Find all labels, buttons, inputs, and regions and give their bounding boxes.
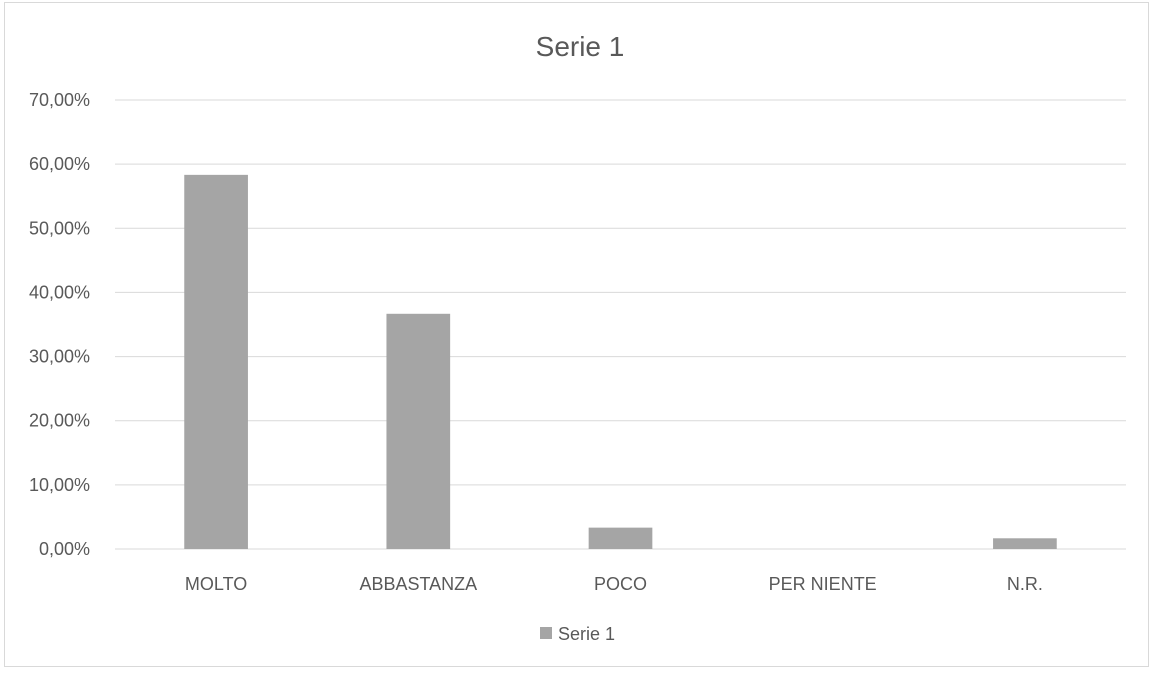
gridlines (115, 99, 1126, 550)
y-tick-label: 20,00% (29, 411, 90, 431)
x-category-label: PER NIENTE (769, 574, 877, 594)
y-tick-label: 50,00% (29, 218, 90, 238)
y-tick-label: 10,00% (29, 475, 90, 495)
x-category-label: MOLTO (185, 574, 247, 594)
y-tick-label: 40,00% (29, 282, 90, 302)
legend-label: Serie 1 (558, 624, 615, 644)
x-category-label: N.R. (1007, 574, 1043, 594)
legend-swatch (540, 627, 552, 639)
legend: Serie 1 (540, 624, 615, 644)
bar (588, 527, 653, 549)
x-category-label: POCO (594, 574, 647, 594)
x-axis-category-labels: MOLTO ABBASTANZA POCO PER NIENTE N.R. (185, 574, 1043, 594)
y-axis-tick-labels: 0,00% 10,00% 20,00% 30,00% 40,00% 50,00% 60,00… (29, 90, 90, 559)
x-category-label: ABBASTANZA (359, 574, 477, 594)
bar (993, 538, 1057, 549)
bar (386, 313, 451, 549)
y-tick-label: 70,00% (29, 90, 90, 110)
bar (184, 174, 248, 549)
y-tick-label: 60,00% (29, 154, 90, 174)
chart-title: Serie 1 (536, 31, 625, 62)
y-tick-label: 0,00% (39, 539, 90, 559)
bars (184, 174, 1057, 549)
y-tick-label: 30,00% (29, 347, 90, 367)
